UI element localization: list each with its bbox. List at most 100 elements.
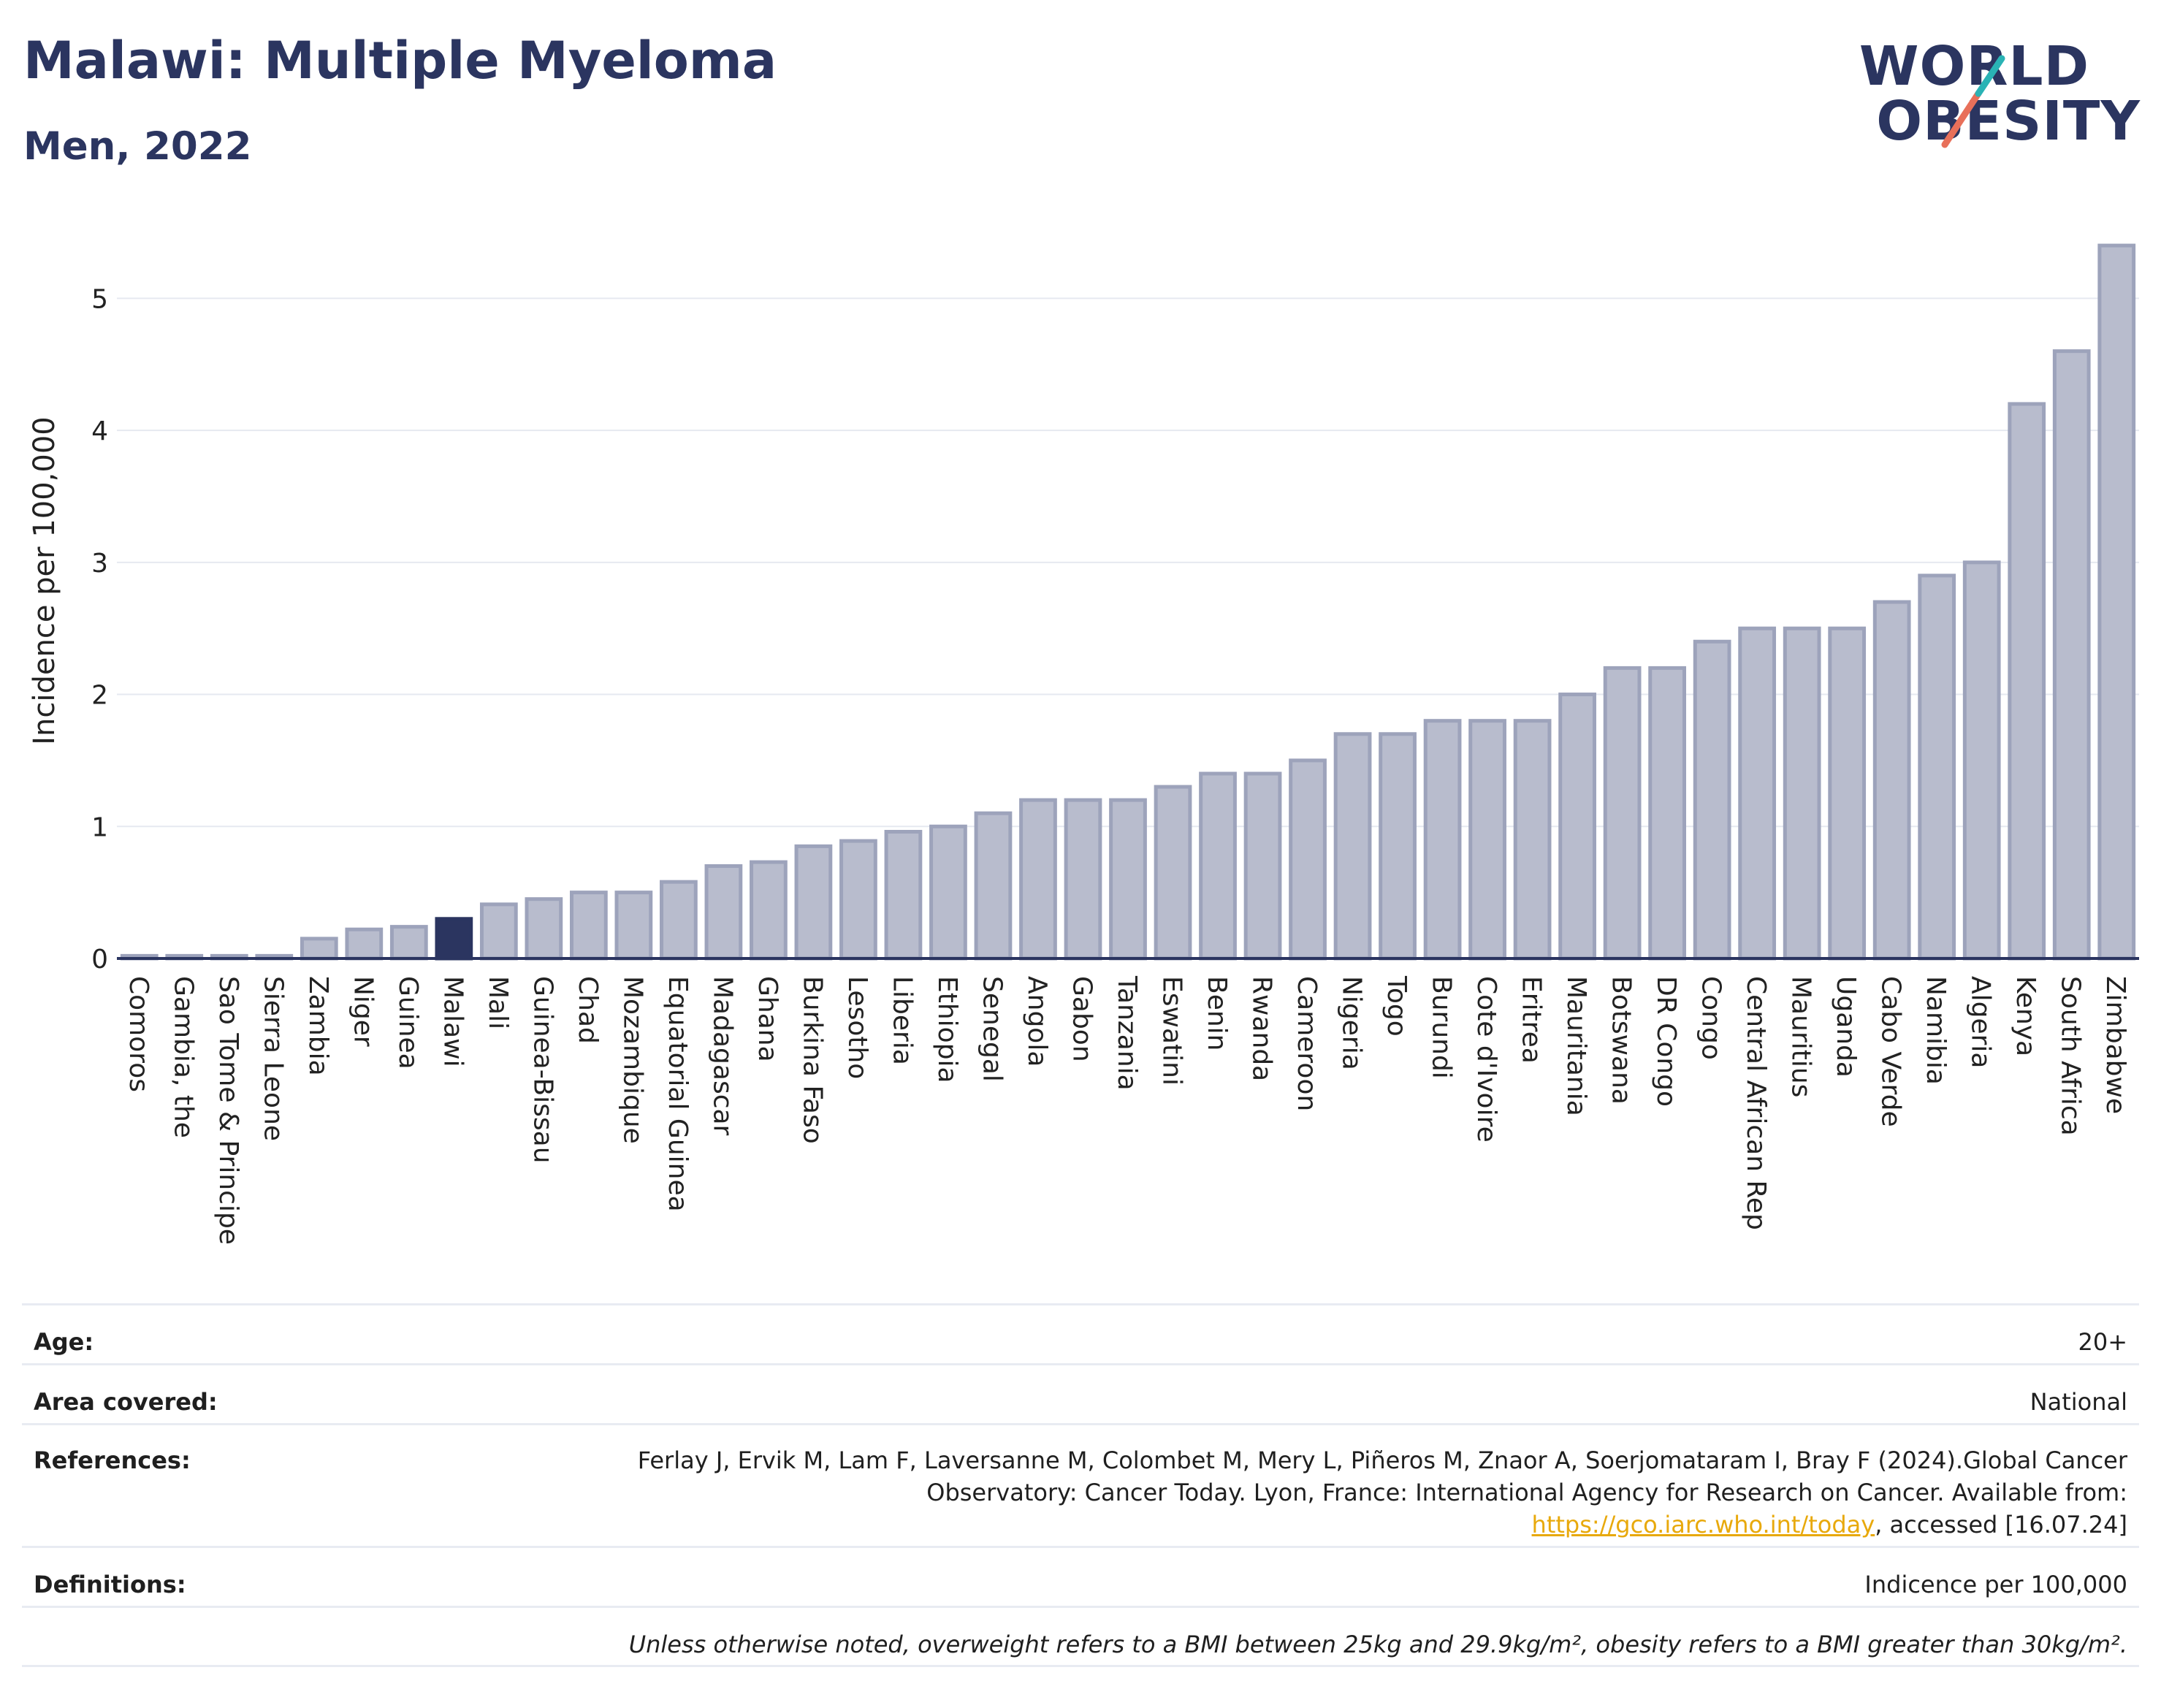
x-tick-label: Eritrea [1517,976,1547,1064]
x-tick-label: Mozambique [617,976,647,1144]
bars [120,243,2136,961]
bar-chad [569,891,608,961]
x-tick-label: Namibia [1921,976,1951,1085]
bar-rwanda [1243,771,1282,961]
x-tick-label: Cabo Verde [1876,976,1906,1127]
x-tick-label: Gabon [1067,976,1097,1062]
x-tick-label: Comoros [123,976,153,1092]
area-label: Area covered: [34,1388,218,1416]
bar-zimbabwe [2097,243,2136,961]
x-tick-label: Sierra Leone [258,976,288,1141]
references-value: Ferlay J, Ervik M, Lam F, Laversanne M, … [622,1444,2139,1541]
bar-liberia [884,830,923,961]
bar-cabo-verde [1872,600,1911,961]
bar-benin [1199,771,1237,961]
y-tick-label: 5 [91,284,108,314]
x-tick-label: Cote d'Ivoire [1471,976,1501,1143]
x-tick-label: South Africa [2056,976,2086,1136]
bar-dr-congo [1648,666,1687,961]
x-tick-label: Senegal [977,976,1007,1082]
logo-word-world: WORLD [1859,35,2089,98]
bar-guinea [389,925,428,961]
info-row-age: Age: 20+ [22,1303,2139,1363]
bmi-note: Unless otherwise noted, overweight refer… [628,1631,2127,1658]
x-tick-label: Guinea [393,976,423,1070]
x-tick-label: Cameroon [1292,976,1322,1111]
bar-nigeria [1333,732,1372,961]
definitions-value: Indicence per 100,000 [1864,1571,2127,1598]
references-text: Ferlay J, Ervik M, Lam F, Laversanne M, … [637,1446,2127,1506]
definitions-label: Definitions: [34,1571,186,1598]
age-value: 20+ [2078,1328,2127,1356]
bar-namibia [1918,573,1956,961]
bar-mauritania [1558,693,1596,961]
x-tick-label: Zambia [303,976,333,1076]
bar-congo [1693,639,1731,961]
x-tick-label: Madagascar [707,976,737,1136]
chart-title: Malawi: Multiple Myeloma [23,31,777,91]
x-tick-label: Tanzania [1112,975,1142,1091]
x-tick-label: Lesotho [842,976,872,1079]
bar-eswatini [1154,785,1192,961]
x-tick-label: Rwanda [1247,976,1277,1081]
bar-lesotho [839,839,877,961]
logo-slash-icon [1941,55,2005,148]
axes: 0 1 2 3 4 5 Comoros Gambia, the Sao Tome & Princ… [91,284,2139,1245]
bar-ghana [750,860,788,961]
area-value: National [2029,1388,2127,1416]
world-obesity-logo: WORLD OBESITY [1859,20,2141,153]
bar-angola [1019,798,1057,961]
bar-botswana [1603,666,1642,961]
x-tick-label: Nigeria [1337,976,1367,1070]
info-row-references: References: Ferlay J, Ervik M, Lam F, La… [22,1423,2139,1546]
references-link[interactable]: https://gco.iarc.who.int/today [1531,1511,1875,1539]
bar-cameroon [1289,758,1327,961]
info-row-area: Area covered: National [22,1363,2139,1423]
bar-chart: 0 1 2 3 4 5 Comoros Gambia, the Sao Tome & Princ… [28,243,2139,1245]
bar-mali [479,902,518,961]
info-table: Age: 20+ Area covered: National Referenc… [22,1303,2139,1667]
x-tick-label: DR Congo [1651,976,1681,1107]
x-tick-label: Angola [1022,976,1052,1067]
bar-gabon [1064,798,1102,961]
x-tick-label: Zimbabwe [2100,976,2130,1114]
y-tick-label: 2 [91,681,108,711]
bar-south-africa [2052,349,2091,961]
x-tick-label: Togo [1381,975,1411,1037]
bar-eritrea [1513,719,1552,961]
bar-burundi [1423,719,1462,961]
bar-uganda [1828,626,1867,961]
x-tick-label: Benin [1202,976,1232,1051]
bar-algeria [1962,560,2001,961]
x-tick-label: Mauritius [1786,976,1816,1097]
bar-niger [345,927,384,961]
x-tick-label: Guinea-Bissau [527,976,557,1164]
bar-burkina-faso [794,844,833,961]
y-tick-label: 1 [91,812,108,842]
x-tick-label: Chad [573,976,603,1044]
y-tick-label: 0 [91,945,108,975]
x-tick-label: Eswatini [1157,976,1187,1086]
x-tick-label: Burkina Faso [797,976,827,1144]
references-label: References: [34,1446,191,1474]
bar-madagascar [704,863,743,961]
bar-tanzania [1109,798,1147,961]
x-tick-label: Kenya [2011,976,2040,1056]
x-tick-label: Gambia, the [168,976,198,1138]
y-axis-label: Incidence per 100,000 [28,416,61,745]
info-row-definitions: Definitions: Indicence per 100,000 [22,1546,2139,1606]
x-tick-label: Algeria [1966,976,1996,1069]
x-tick-label: Botswana [1607,976,1636,1105]
bar-cote-d-ivoire [1468,719,1506,961]
x-tick-label: Uganda [1831,976,1861,1078]
bar-mauritius [1783,626,1821,961]
x-tick-label: Malawi [438,976,468,1067]
bar-ethiopia [929,824,967,961]
bar-senegal [974,811,1013,961]
x-tick-label: Niger [348,976,378,1047]
chart-subtitle: Men, 2022 [23,124,252,169]
age-label: Age: [34,1328,94,1356]
x-tick-label: Mauritania [1561,976,1591,1116]
bar-togo [1379,732,1417,961]
x-tick-label: Liberia [887,976,917,1065]
